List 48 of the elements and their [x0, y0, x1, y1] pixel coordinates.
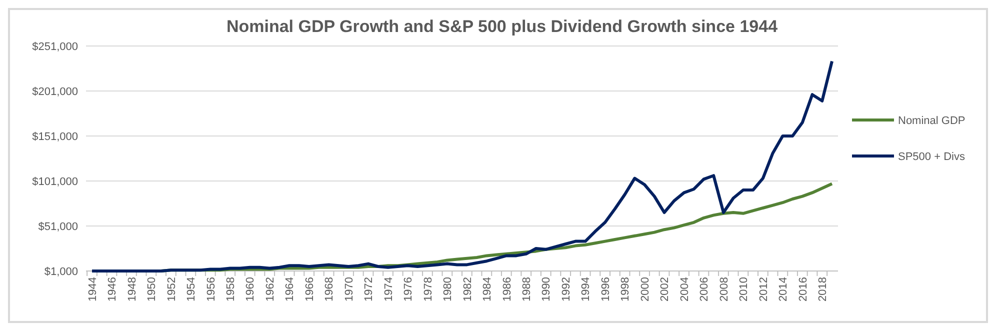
- x-tick-label: 1948: [126, 277, 138, 302]
- x-tick-label: 1950: [146, 277, 158, 302]
- x-tick-label: 1994: [580, 277, 592, 302]
- x-tick-label: 1958: [224, 277, 237, 302]
- x-tick-label: 2012: [758, 277, 770, 302]
- chart-title: Nominal GDP Growth and S&P 500 plus Dividend Growth since 1944: [226, 17, 778, 36]
- x-tick-label: 2006: [698, 277, 711, 302]
- x-tick-label: 1944: [86, 277, 99, 302]
- x-tick-label: 1966: [304, 277, 316, 302]
- x-tick-label: 2008: [718, 277, 730, 302]
- x-tick-label: 1970: [343, 277, 356, 302]
- x-tick-label: 1952: [166, 277, 178, 302]
- x-tick-label: 2000: [639, 277, 652, 302]
- y-tick-label: $1,000: [44, 266, 78, 278]
- y-tick-label: $251,000: [32, 40, 78, 53]
- y-tick-label: $151,000: [32, 130, 78, 143]
- x-tick-label: 1960: [244, 277, 257, 302]
- x-tick-label: 1964: [284, 277, 296, 302]
- x-tick-label: 2010: [738, 277, 750, 302]
- x-tick-label: 2018: [816, 277, 829, 302]
- x-tick-label: 1990: [540, 277, 553, 302]
- x-tick-label: 1976: [402, 277, 415, 302]
- x-tick-label: 1984: [482, 277, 494, 302]
- x-tick-label: 1982: [462, 277, 474, 302]
- legend-label: SP500 + Divs: [898, 150, 966, 163]
- line-series: [90, 60, 834, 272]
- x-tick-label: 1972: [363, 277, 376, 302]
- x-tick-label: 1954: [186, 277, 198, 302]
- x-tick-label: 1992: [560, 277, 572, 302]
- x-tick-label: 1968: [324, 277, 336, 302]
- x-tick-label: 1978: [422, 277, 434, 302]
- x-tick-label: 2004: [678, 277, 691, 302]
- x-tick-label: 1980: [442, 277, 454, 302]
- x-tick-label: 2002: [659, 277, 672, 302]
- x-tick-label: 1946: [106, 277, 119, 302]
- x-tick-label: 1996: [600, 277, 612, 302]
- legend-label: Nominal GDP: [898, 114, 966, 127]
- y-tick-label: $101,000: [32, 176, 78, 188]
- x-tick-label: 1986: [501, 277, 514, 302]
- x-tick-label: 1988: [520, 277, 533, 302]
- x-tick-label: 2014: [778, 277, 790, 302]
- y-tick-label: $201,000: [32, 86, 78, 98]
- x-tick-label: 1998: [620, 277, 632, 302]
- y-tick-label: $51,000: [38, 220, 78, 233]
- x-tick-label: 1956: [205, 277, 218, 302]
- x-tick-label: 2016: [797, 277, 810, 302]
- x-tick-label: 1974: [382, 277, 395, 302]
- x-tick-label: 1962: [264, 277, 276, 302]
